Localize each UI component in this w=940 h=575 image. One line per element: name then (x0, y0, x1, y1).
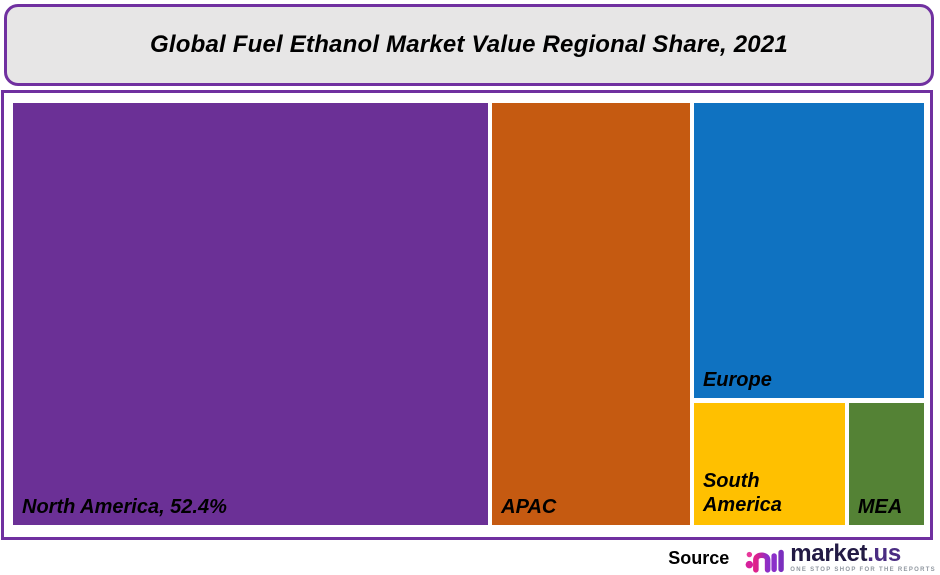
treemap-tile-north-america: North America, 52.4% (13, 103, 489, 525)
source-label: Source (668, 547, 730, 568)
marketus-logo-icon (745, 549, 785, 573)
brand-wordmark: market.us (790, 540, 936, 567)
treemap-tile-south-america: South America (693, 403, 845, 525)
tile-label-mea: MEA (857, 495, 903, 518)
treemap-tile-europe: Europe (693, 103, 924, 398)
tile-label-north-america: North America, 52.4% (22, 496, 227, 518)
marketus-logo: market.us ONE STOP SHOP FOR THE REPORTS (745, 540, 936, 574)
treemap-tile-mea: MEA (848, 403, 924, 525)
tile-label-europe: Europe (702, 368, 772, 391)
brand-text-block: market.us ONE STOP SHOP FOR THE REPORTS (790, 540, 936, 574)
treemap-plot-area: North America, 52.4% APAC Europe South A… (1, 90, 933, 540)
source-footer: Source market.us ONE STOP SHOP FOR THE R… (668, 541, 936, 575)
tile-label-apac: APAC (501, 496, 557, 518)
brand-tld: .us (867, 540, 901, 567)
chart-title: Global Fuel Ethanol Market Value Regiona… (150, 31, 788, 58)
tile-label-south-america: South America (702, 469, 782, 516)
chart-title-box: Global Fuel Ethanol Market Value Regiona… (4, 4, 934, 86)
brand-tagline: ONE STOP SHOP FOR THE REPORTS (790, 567, 936, 573)
treemap-tile-apac: APAC (492, 103, 690, 525)
brand-name: market (790, 540, 868, 567)
treemap: North America, 52.4% APAC Europe South A… (13, 103, 924, 525)
